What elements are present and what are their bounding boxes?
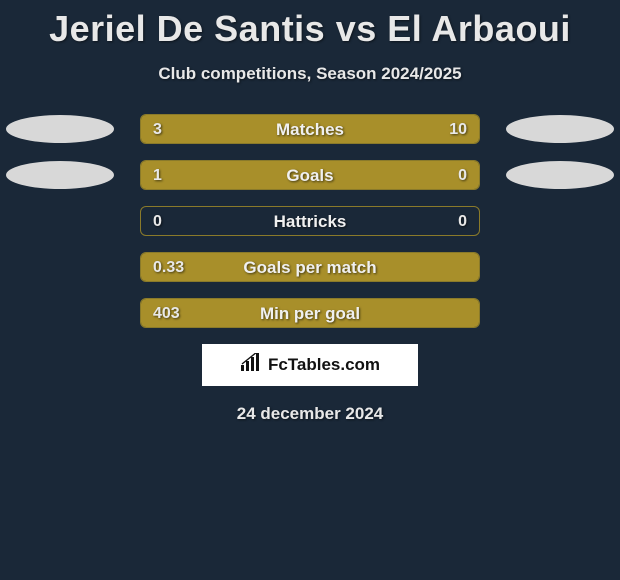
bar-track: 00Hattricks <box>140 206 480 236</box>
page-title: Jeriel De Santis vs El Arbaoui <box>0 0 620 50</box>
metric-label: Goals per match <box>141 253 479 282</box>
stat-row: 403Min per goal <box>0 298 620 328</box>
brand-text: FcTables.com <box>268 355 380 375</box>
bar-track: 0.33Goals per match <box>140 252 480 282</box>
player-right-oval <box>506 161 614 189</box>
player-right-oval <box>506 115 614 143</box>
bar-track: 10Goals <box>140 160 480 190</box>
bar-track: 403Min per goal <box>140 298 480 328</box>
player-left-oval <box>6 161 114 189</box>
metric-label: Min per goal <box>141 299 479 328</box>
date-text: 24 december 2024 <box>0 404 620 424</box>
player-left-oval <box>6 115 114 143</box>
metric-label: Matches <box>141 115 479 144</box>
brand-chart-icon <box>240 353 262 378</box>
metric-label: Goals <box>141 161 479 190</box>
bar-track: 310Matches <box>140 114 480 144</box>
metric-label: Hattricks <box>141 207 479 236</box>
stat-row: 310Matches <box>0 114 620 144</box>
comparison-rows: 310Matches 10Goals 00Hattricks 0.33Goals pe… <box>0 114 620 328</box>
stat-row: 00Hattricks <box>0 206 620 236</box>
page-subtitle: Club competitions, Season 2024/2025 <box>0 64 620 84</box>
brand-box: FcTables.com <box>202 344 418 386</box>
stat-row: 0.33Goals per match <box>0 252 620 282</box>
stat-row: 10Goals <box>0 160 620 190</box>
